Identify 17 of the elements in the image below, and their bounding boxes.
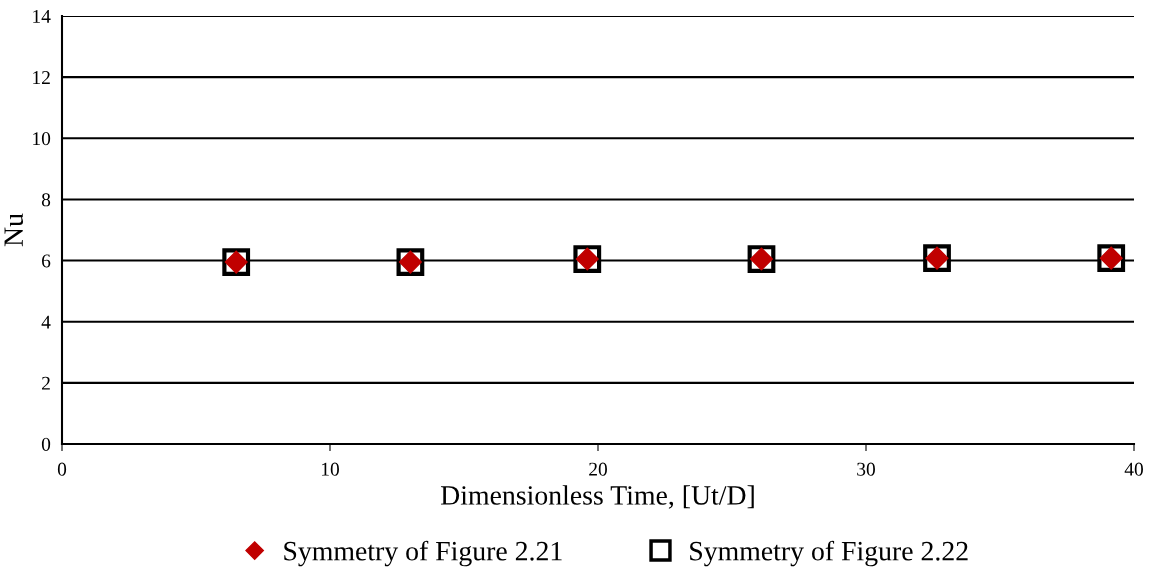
x-axis-title: Dimensionless Time, [Ut/D] <box>440 485 754 509</box>
y-tick-label: 12 <box>33 71 50 84</box>
x-tick-label: 30 <box>857 462 875 476</box>
y-tick-label: 8 <box>41 193 51 207</box>
legend-label: Symmetry of Figure 2.22 <box>690 540 968 567</box>
y-tick-label: 4 <box>41 315 51 329</box>
y-tick-label: 14 <box>33 9 51 23</box>
x-tick-label: 10 <box>321 462 339 476</box>
y-tick-label: 0 <box>41 437 51 451</box>
y-tick-label: 10 <box>33 132 51 146</box>
legend-label: Symmetry of Figure 2.21 <box>284 540 562 567</box>
y-axis-title: Nu <box>4 213 24 247</box>
y-tick-label: 2 <box>42 376 50 390</box>
x-tick-label: 0 <box>57 462 67 476</box>
x-tick-label: 20 <box>589 462 607 476</box>
x-tick-label: 40 <box>1124 462 1143 476</box>
y-tick-label: 6 <box>42 254 51 268</box>
